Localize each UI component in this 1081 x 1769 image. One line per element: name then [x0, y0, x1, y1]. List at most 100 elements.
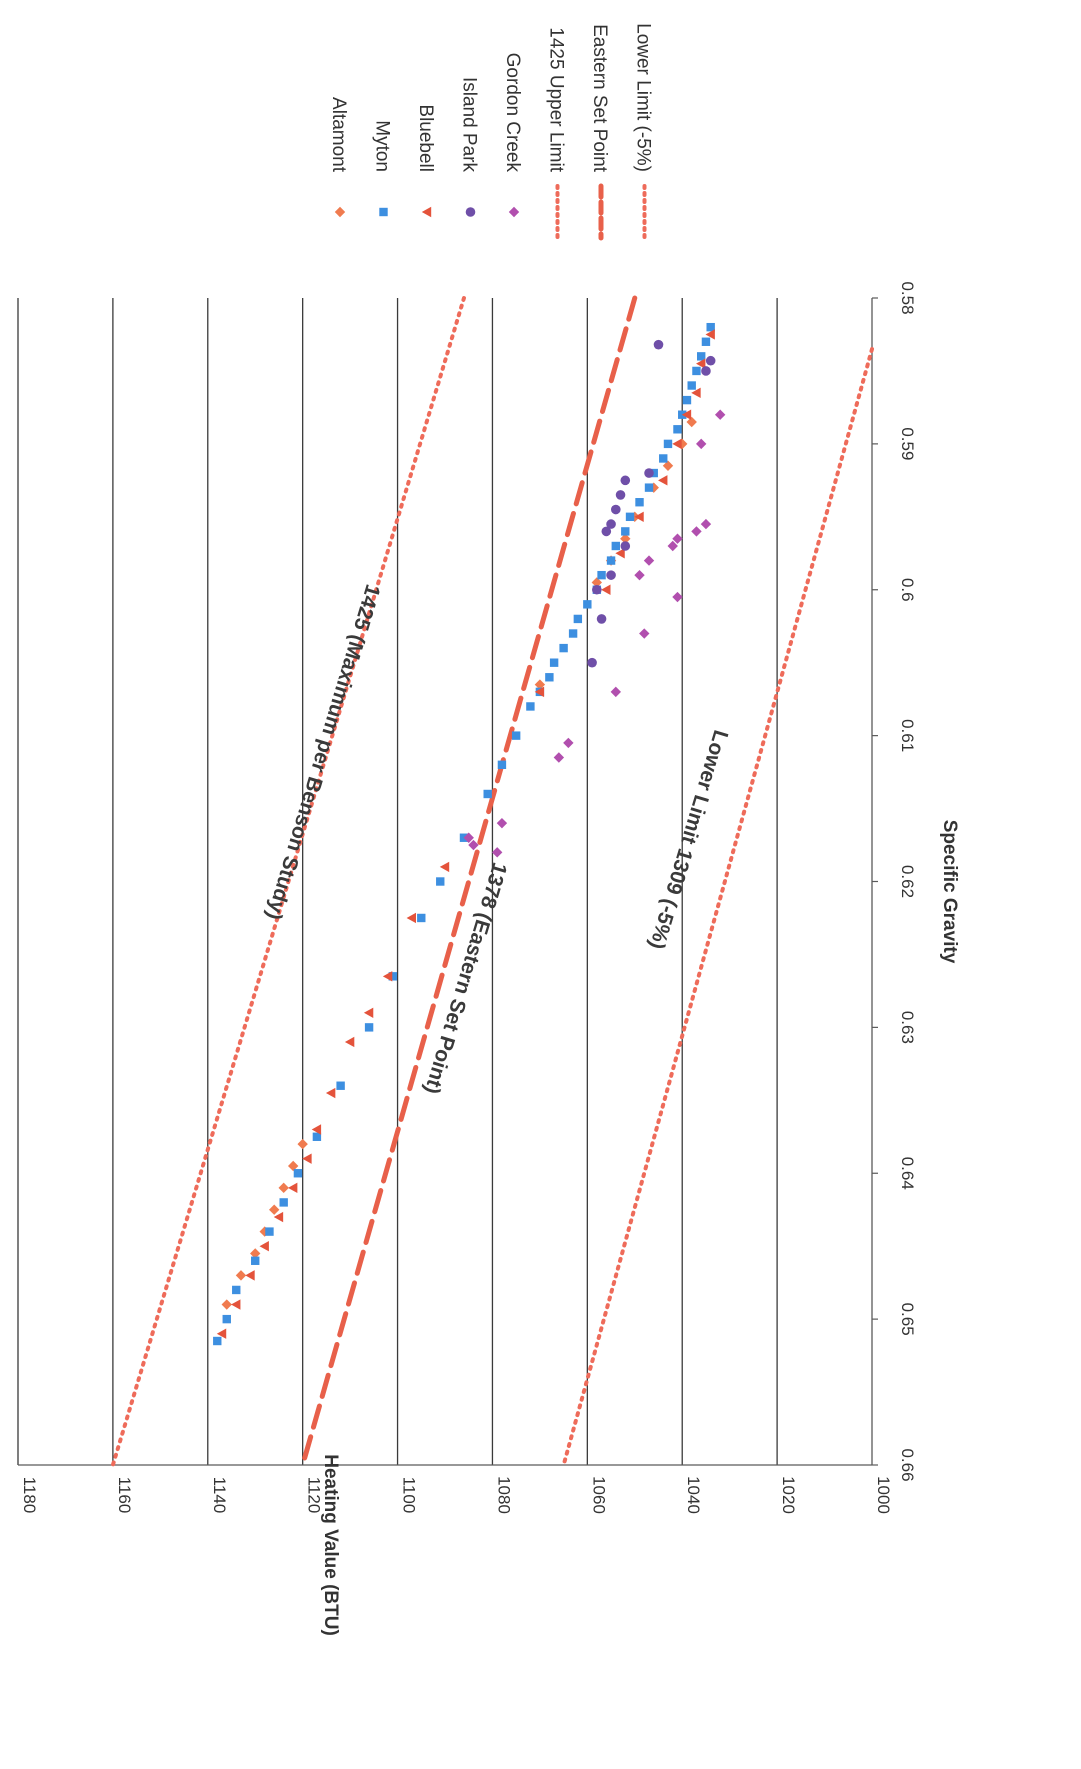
y-tick-label: 1160: [115, 1477, 134, 1514]
annotations: 1425 (Maximum per Benson Study)1378 (Eas…: [262, 582, 732, 1097]
legend-lower-limit-5--label: Lower Limit (-5%): [633, 23, 654, 172]
point-gordon-creek: [643, 555, 655, 566]
point-gordon-creek: [610, 686, 621, 698]
point-bluebell: [287, 1182, 298, 1194]
axes: [18, 297, 878, 1466]
point-myton: [606, 556, 616, 565]
point-myton: [706, 322, 715, 332]
point-myton: [625, 512, 635, 522]
point-altamont: [250, 1248, 261, 1259]
point-myton: [497, 760, 507, 769]
point-myton: [573, 614, 583, 624]
point-island-park: [592, 584, 602, 595]
legend-gordon-creek-label: Gordon Creek: [502, 53, 523, 173]
point-island-park: [611, 504, 621, 515]
point-altamont: [278, 1182, 289, 1194]
x-tick-label: 0.66: [898, 1448, 917, 1481]
legend: Altamont Myton Bluebell Island Park Gordon C…: [328, 23, 654, 241]
point-bluebell: [273, 1211, 284, 1223]
point-myton: [611, 541, 620, 551]
point-island-park: [620, 475, 631, 486]
y-tick-label: 1040: [684, 1476, 703, 1514]
point-bluebell: [344, 1036, 355, 1048]
y-tick-label: 1020: [779, 1476, 798, 1514]
point-myton: [663, 439, 673, 449]
point-bluebell: [601, 584, 611, 595]
point-gordon-creek: [553, 752, 565, 763]
point-bluebell: [382, 971, 393, 982]
point-altamont: [221, 1299, 232, 1310]
point-myton: [526, 702, 535, 711]
point-myton: [597, 570, 606, 580]
point-gordon-creek: [672, 533, 683, 544]
point-island-park: [701, 366, 711, 376]
point-myton: [687, 381, 696, 390]
y-tick-label: 1140: [210, 1477, 229, 1514]
point-bluebell: [216, 1328, 227, 1339]
x-tick-label: 0.65: [898, 1303, 917, 1336]
legend-bluebell-label: Bluebell: [415, 104, 436, 172]
point-gordon-creek: [714, 409, 726, 420]
point-bluebell: [439, 861, 450, 873]
axis-titles: Specific Gravity Heating Value (BTU): [320, 820, 960, 1636]
point-bluebell: [681, 409, 692, 420]
point-myton: [364, 1023, 374, 1032]
point-altamont: [297, 1138, 308, 1150]
point-island-park: [705, 355, 716, 366]
legend-myton-label: Myton: [372, 120, 393, 172]
x-tick-label: 0.58: [898, 281, 917, 314]
point-gordon-creek: [667, 540, 678, 552]
point-island-park: [606, 519, 616, 529]
point-altamont: [677, 438, 688, 450]
point-bluebell: [691, 387, 701, 399]
point-myton: [232, 1285, 241, 1295]
point-bluebell: [406, 912, 416, 924]
legend-altamont-label: Altamont: [328, 97, 349, 173]
point-gordon-creek: [468, 839, 479, 851]
point-myton: [568, 629, 578, 638]
point-altamont: [534, 679, 546, 690]
point-myton: [673, 425, 682, 434]
point-gordon-creek: [672, 591, 683, 603]
legend-island-park-label: Island Park: [459, 77, 480, 173]
point-island-park: [596, 614, 607, 624]
y-tick-label: 1060: [589, 1476, 608, 1514]
point-gordon-creek: [563, 737, 574, 749]
point-myton: [436, 877, 445, 886]
gridlines: [17, 298, 778, 1465]
point-myton: [559, 643, 568, 653]
x-tick-label: 0.59: [898, 427, 917, 460]
point-altamont: [269, 1204, 280, 1215]
point-myton: [659, 454, 668, 463]
point-myton: [336, 1081, 345, 1090]
point-bluebell: [363, 1007, 374, 1018]
point-altamont: [662, 460, 674, 471]
reference-lines: [110, 295, 874, 1468]
point-bluebell: [634, 511, 644, 523]
data-points: [213, 322, 726, 1346]
point-gordon-creek: [491, 847, 503, 858]
ref-line-1425-upper-limit: [110, 296, 466, 1467]
y-tick-label: 1100: [400, 1477, 419, 1514]
y-axis-title: Heating Value (BTU): [320, 1454, 341, 1636]
y-tick-label: 1180: [20, 1477, 39, 1514]
point-myton: [549, 658, 559, 667]
legend-eastern-set-point-label: Eastern Set Point: [589, 24, 610, 173]
point-island-park: [653, 339, 664, 350]
point-bluebell: [672, 438, 682, 450]
point-altamont: [235, 1270, 247, 1281]
point-myton: [222, 1314, 231, 1324]
point-myton: [635, 498, 644, 507]
legend-myton-swatch: [379, 207, 388, 217]
x-tick-label: 0.62: [898, 865, 917, 898]
annotation-label: Lower Limit 1309 (-5%): [645, 727, 733, 952]
point-gordon-creek: [634, 569, 645, 581]
point-bluebell: [534, 686, 545, 698]
point-myton: [279, 1198, 288, 1207]
point-altamont: [620, 533, 631, 544]
point-island-park: [601, 526, 612, 537]
point-myton: [511, 731, 521, 740]
point-island-park: [587, 657, 597, 668]
legend-gordon-creek-swatch: [508, 206, 520, 218]
